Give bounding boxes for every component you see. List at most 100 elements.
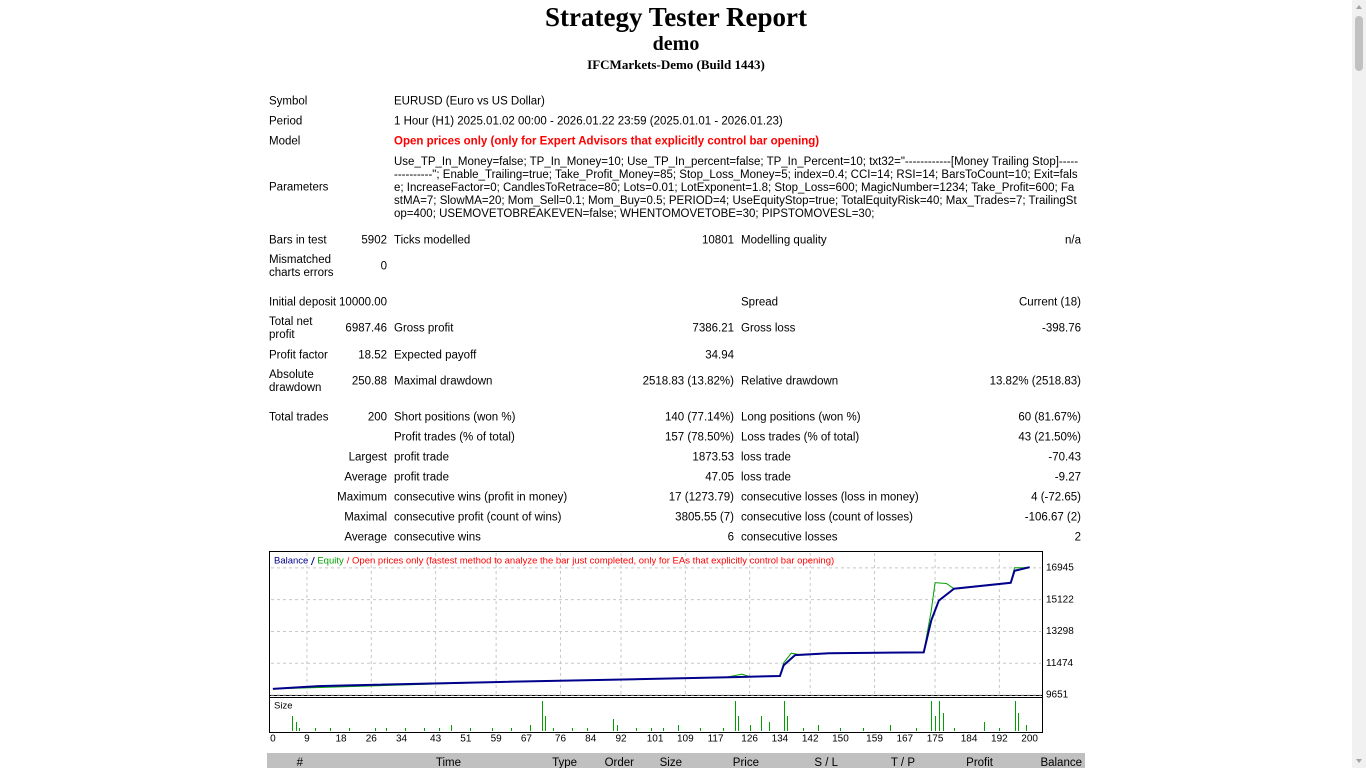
- info-label: Model: [269, 135, 301, 148]
- stat-value: 6987.46: [345, 322, 387, 335]
- trades-column-header: Order: [605, 757, 635, 768]
- title: Strategy Tester Report: [545, 2, 807, 32]
- stat-label: consecutive profit (count of wins): [394, 511, 562, 524]
- x-tick-label: 18: [335, 734, 347, 745]
- stat-label: Bars in test: [269, 234, 327, 247]
- stat-value: 200: [367, 411, 387, 424]
- info-value: 1 Hour (H1) 2025.01.02 00:00 - 2026.01.2…: [394, 115, 783, 128]
- stat-value: 10801: [702, 234, 734, 247]
- trades-column-header: Profit: [966, 757, 994, 768]
- stat-label: Initial deposit: [269, 296, 337, 309]
- x-tick-label: 43: [430, 734, 442, 745]
- x-tick-label: 76: [555, 734, 567, 745]
- parameters: Use_TP_In_Money=false; TP_In_Money=10; U…: [394, 156, 1079, 220]
- stat-label: consecutive wins (profit in money): [394, 491, 568, 504]
- stat-label: Absolute drawdown: [269, 369, 322, 394]
- x-tick-label: 192: [991, 734, 1008, 745]
- x-tick-label: 34: [396, 734, 408, 745]
- legend-separator: [310, 556, 315, 566]
- trades-column-header: Time: [436, 757, 461, 768]
- y-tick-label: 15122: [1046, 594, 1074, 605]
- x-tick-label: 184: [961, 734, 978, 745]
- stat-label: profit trade: [394, 471, 449, 484]
- stat-value: 2: [1074, 531, 1081, 544]
- x-tick-label: 126: [741, 734, 758, 745]
- info-label: Symbol: [269, 95, 308, 108]
- y-tick-label: 16945: [1046, 563, 1074, 574]
- stat-value: 5902: [361, 234, 387, 247]
- stat-value: Current (18): [1019, 296, 1081, 309]
- x-tick-label: 150: [832, 734, 849, 745]
- stat-label: consecutive losses: [741, 531, 838, 544]
- x-tick-label: 142: [802, 734, 819, 745]
- stat-value: -70.43: [1048, 451, 1081, 464]
- chart-frame: [269, 551, 1043, 733]
- info-value: Open prices only (only for Expert Adviso…: [394, 135, 820, 148]
- x-tick-label: 0: [270, 734, 276, 745]
- stat-label: consecutive losses (loss in money): [741, 491, 919, 504]
- stat-value: -9.27: [1054, 471, 1081, 484]
- y-tick-label: 9651: [1046, 690, 1069, 701]
- legend-note: / Open prices only (fastest method to an…: [347, 556, 834, 567]
- stat-label: profit trade: [394, 451, 449, 464]
- trades-column-header: Balance: [1040, 757, 1082, 768]
- scroll-down[interactable]: [1356, 759, 1362, 763]
- scrollbar-thumb[interactable]: [1355, 16, 1363, 71]
- y-tick-label: 13298: [1046, 626, 1074, 637]
- stat-label: Long positions (won %): [741, 411, 861, 424]
- stat-value: 17 (1273.79): [668, 491, 734, 504]
- stat-value: 18.52: [358, 349, 387, 362]
- stat-label: loss trade: [741, 451, 791, 464]
- server: IFCMarkets-Demo (Build 1443): [587, 57, 765, 72]
- stat-value: 6: [727, 531, 734, 544]
- trades-column-header: T / P: [891, 757, 915, 768]
- stat-label: Spread: [741, 296, 779, 309]
- stat-label: Expected payoff: [394, 349, 477, 362]
- x-tick-label: 200: [1021, 734, 1038, 745]
- scroll-up[interactable]: [1356, 5, 1362, 9]
- stat-value: 7386.21: [692, 322, 734, 335]
- x-tick-label: 109: [677, 734, 694, 745]
- stat-value: 2518.83 (13.82%): [642, 375, 734, 388]
- stat-value: 140 (77.14%): [664, 411, 734, 424]
- trades-column-header: Price: [733, 757, 759, 768]
- trades-column-header: #: [297, 757, 304, 768]
- legend-entry: Equity: [317, 556, 344, 567]
- info-value: EURUSD (Euro vs US Dollar): [394, 95, 545, 108]
- stat-label: consecutive loss (count of losses): [741, 511, 913, 524]
- stat-label: Profit factor: [269, 349, 328, 362]
- stat-label: Gross profit: [394, 322, 454, 335]
- stat-label: Mismatched charts errors: [269, 254, 334, 279]
- stat-value: 10000.00: [339, 296, 387, 309]
- x-tick-label: 134: [772, 734, 789, 745]
- info-label: Parameters: [269, 181, 329, 194]
- stat-label: consecutive wins: [394, 531, 481, 544]
- subtitle: demo: [652, 33, 700, 55]
- stat-label: Total trades: [269, 411, 329, 424]
- x-tick-label: 159: [866, 734, 883, 745]
- legend-entry: Balance: [274, 556, 308, 567]
- stat-label: loss trade: [741, 471, 791, 484]
- stat-value: Average: [344, 531, 387, 544]
- stat-label: Gross loss: [741, 322, 796, 335]
- stat-value: 0: [380, 260, 387, 273]
- stat-value: 47.05: [705, 471, 734, 484]
- stat-label: Relative drawdown: [741, 375, 839, 388]
- stat-label: Ticks modelled: [394, 234, 471, 247]
- size-label: Size: [274, 701, 292, 712]
- series-line: [272, 566, 1030, 690]
- x-tick-label: 26: [366, 734, 378, 745]
- x-tick-label: 92: [615, 734, 627, 745]
- x-tick-label: 67: [521, 734, 533, 745]
- stat-value: Largest: [348, 451, 387, 464]
- stat-value: Average: [344, 471, 387, 484]
- x-tick-label: 9: [304, 734, 310, 745]
- stat-label: Modelling quality: [741, 234, 827, 247]
- x-tick-label: 117: [708, 734, 724, 745]
- stat-value: 157 (78.50%): [664, 431, 734, 444]
- stat-label: Total net profit: [269, 316, 313, 341]
- stat-value: 3805.55 (7): [675, 511, 734, 524]
- stat-value: 34.94: [705, 349, 734, 362]
- x-tick-label: 101: [647, 734, 664, 745]
